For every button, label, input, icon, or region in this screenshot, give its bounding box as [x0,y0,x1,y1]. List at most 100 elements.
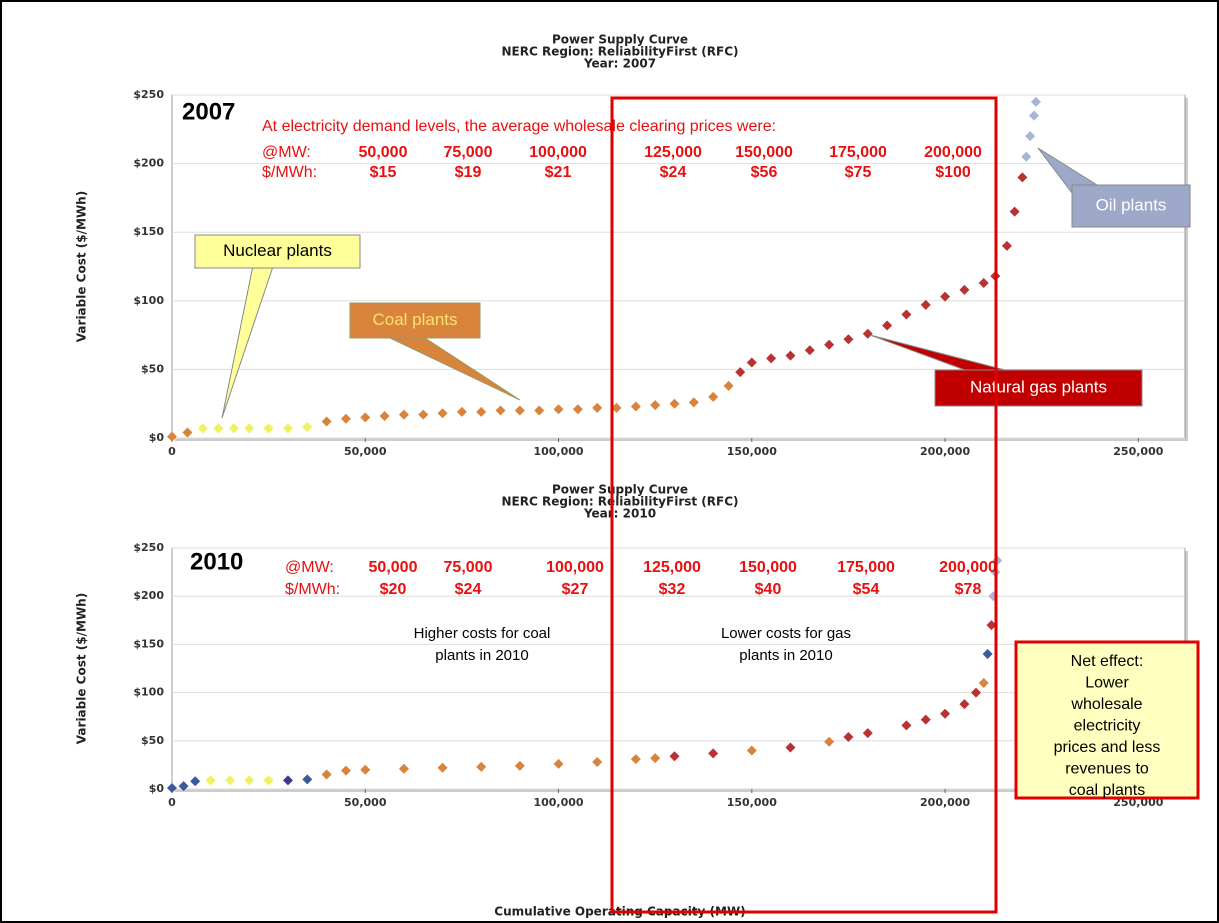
y-tick-label: $50 [141,362,164,375]
data-point [263,775,274,786]
note-text: Lower costs for gas [721,625,851,642]
price-value: $32 [659,581,686,598]
data-point [882,320,893,331]
price-value: $19 [455,164,482,181]
data-point [862,728,873,739]
data-point [746,357,757,368]
callout-box [934,369,1143,407]
data-point [746,745,757,756]
data-point [804,345,815,356]
price-value: $56 [751,164,778,181]
price-value: $15 [370,164,397,181]
data-point [785,742,796,753]
data-point [244,423,255,434]
data-point [398,763,409,774]
highlight-box [610,96,998,914]
mw-value: 100,000 [546,559,604,576]
chart-title: NERC Region: ReliabilityFirst (RFC) [502,495,739,509]
x-tick-label: 150,000 [727,796,777,809]
mw-value: 150,000 [739,559,797,576]
data-point [843,731,854,742]
data-point [190,776,201,787]
y-tick-label: $100 [133,686,164,699]
data-point [379,411,390,422]
data-point [398,409,409,420]
data-point [321,769,332,780]
data-point [630,401,641,412]
data-point [940,708,951,719]
note-text: plants in 2010 [739,647,832,664]
data-point [611,402,622,413]
price-value: $75 [845,164,872,181]
data-point [630,754,641,765]
net-effect-text: electricity [1074,718,1141,735]
y-tick-label: $0 [149,431,165,444]
y-tick-label: $250 [133,541,164,554]
note-text: plants in 2010 [435,647,528,664]
price-value: $21 [545,164,572,181]
x-tick-label: 50,000 [344,445,387,458]
callout-text: Natural gas plants [970,377,1107,396]
callout-text: Coal plants [372,310,457,329]
net-effect-text: prices and less [1054,739,1161,756]
mw-value: 175,000 [829,144,887,161]
data-point [862,328,873,339]
data-point [205,775,216,786]
callout-box [194,234,361,269]
data-point [514,405,525,416]
mw-label: @MW: [285,559,334,576]
data-point [978,677,989,688]
data-point [785,350,796,361]
data-point [1001,240,1012,251]
data-point [650,753,661,764]
chart-title: Power Supply Curve [552,483,688,497]
data-point [182,427,193,438]
data-point [592,402,603,413]
x-tick-label: 100,000 [533,445,583,458]
y-tick-label: $250 [133,88,164,101]
net-effect-text: coal plants [1069,782,1146,799]
price-label: $/MWh: [285,581,340,598]
callout-box [349,302,481,339]
data-point [1025,131,1036,142]
price-value: $100 [935,164,971,181]
data-point [302,422,313,433]
data-point [263,423,274,434]
year-label: 2010 [190,548,243,575]
data-point [1009,206,1020,217]
data-point [282,775,293,786]
data-point [302,774,313,785]
net-effect-box [1014,640,1200,800]
net-effect-text: wholesale [1070,696,1142,713]
data-point [456,406,467,417]
data-point [1021,151,1032,162]
data-point [669,398,680,409]
data-point [321,416,332,427]
data-point [920,299,931,310]
y-tick-label: $150 [133,637,164,650]
data-point [553,758,564,769]
data-point [982,649,993,660]
net-effect-text: revenues to [1065,761,1149,778]
data-point [360,412,371,423]
data-point [228,423,239,434]
data-point [735,367,746,378]
callout-box [1071,184,1191,228]
chart-title: NERC Region: ReliabilityFirst (RFC) [502,45,739,59]
mw-value: 175,000 [837,559,895,576]
mw-value: 50,000 [369,559,418,576]
y-tick-label: $50 [141,734,164,747]
x-tick-label: 0 [168,796,176,809]
note-text: Higher costs for coal [414,625,551,642]
data-point [167,431,177,442]
price-value: $24 [660,164,687,181]
data-point [708,391,719,402]
mw-label: @MW: [262,144,311,161]
x-tick-label: 0 [168,445,176,458]
price-value: $54 [853,581,880,598]
price-value: $27 [562,581,589,598]
x-tick-label: 150,000 [727,445,777,458]
data-point [959,284,970,295]
data-point [824,339,835,350]
data-point [986,620,997,631]
